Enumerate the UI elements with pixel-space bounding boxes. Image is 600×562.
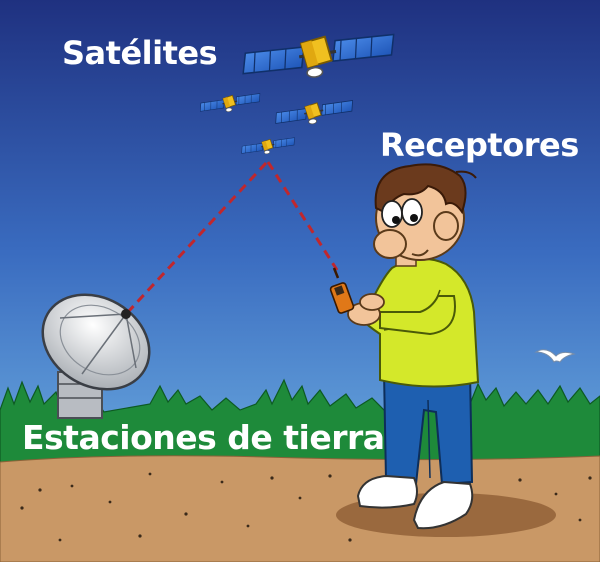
signal-lines — [126, 161, 339, 314]
satellites-label: Satélites — [62, 34, 218, 72]
handheld-gps-icon — [329, 267, 355, 314]
person-figure — [329, 163, 480, 530]
satellite-dish-icon — [41, 293, 151, 419]
seagull-icon — [534, 349, 576, 363]
ground-pebbles — [20, 472, 592, 542]
receivers-label: Receptores — [380, 126, 579, 164]
ground-stations-label: Estaciones de tierra — [22, 418, 385, 457]
